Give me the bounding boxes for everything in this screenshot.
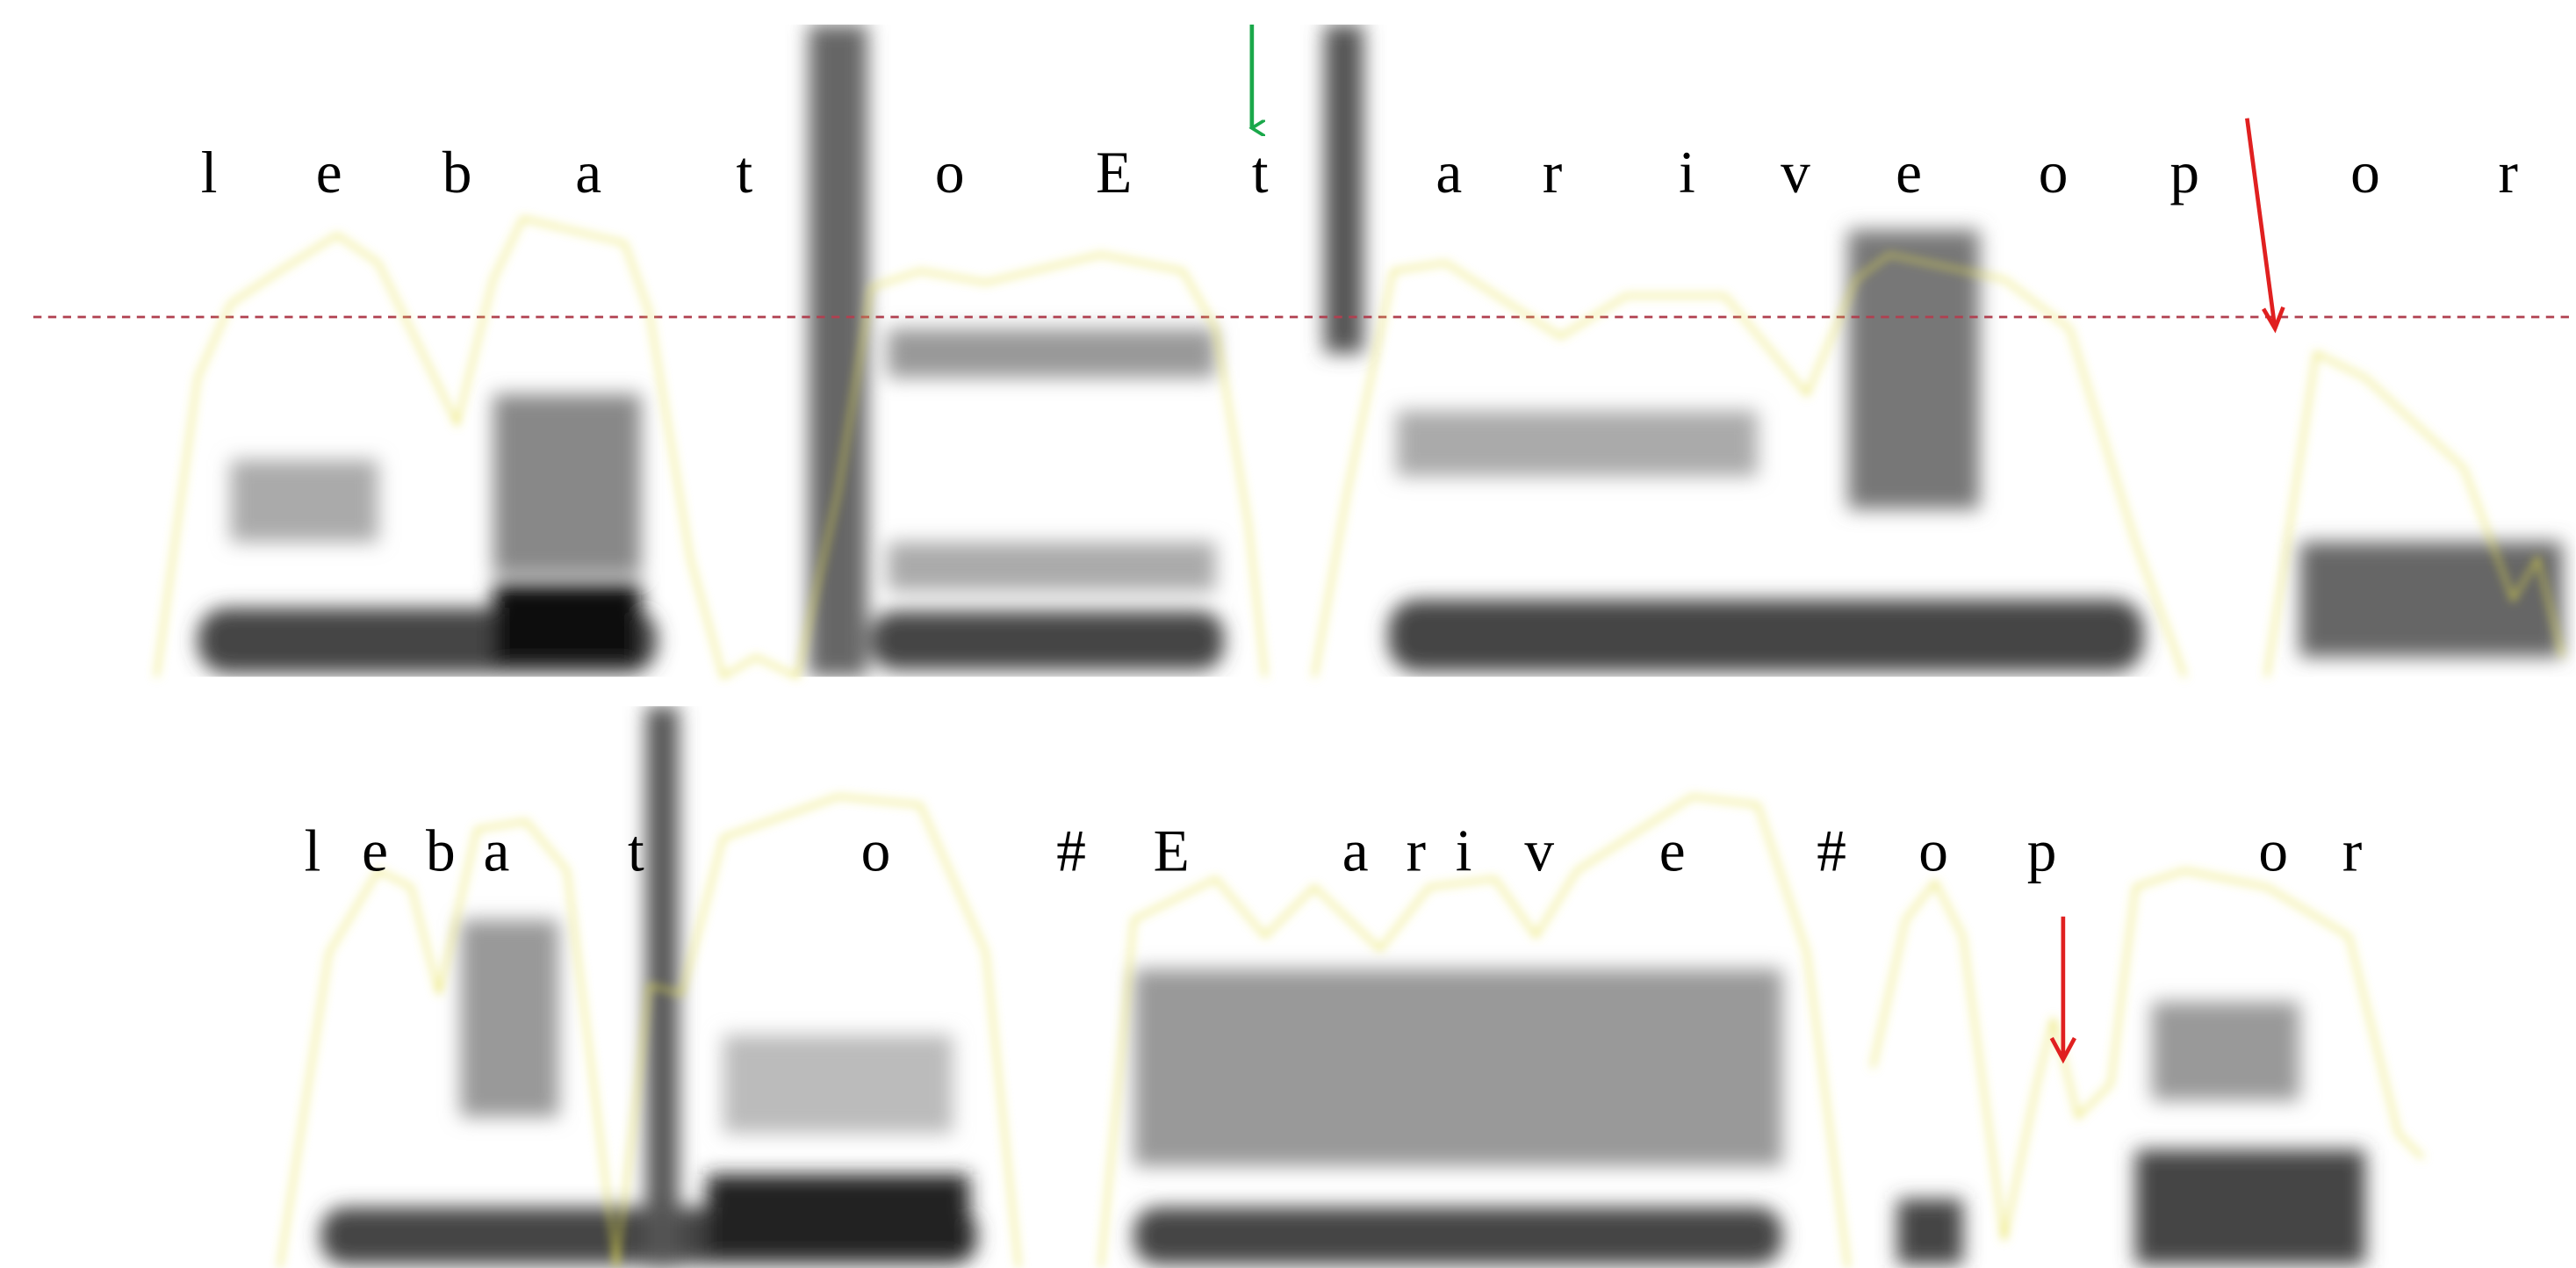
- phone-label: p: [2169, 140, 2199, 205]
- phone-label: o: [935, 140, 965, 205]
- phone-label: a: [1436, 140, 1462, 205]
- phone-label: #: [1056, 818, 1086, 883]
- phone-label: r: [1543, 140, 1562, 205]
- phone-label: e: [1896, 140, 1922, 205]
- spectrogram-figure: lebatoEtariveoporlebato#Earive#opor: [0, 0, 2576, 1268]
- phone-label: a: [1342, 818, 1369, 883]
- phone-label: o: [1918, 818, 1948, 883]
- phone-label: E: [1154, 818, 1190, 883]
- phone-label: a: [575, 140, 601, 205]
- phone-label: p: [2027, 818, 2057, 883]
- phone-label: t: [737, 140, 753, 205]
- phone-label: t: [1252, 140, 1269, 205]
- phone-label: r: [2499, 140, 2518, 205]
- phone-label: r: [2342, 818, 2362, 883]
- red-arrow: [2247, 119, 2275, 328]
- phone-label: E: [1096, 140, 1132, 205]
- phone-label: v: [1524, 818, 1554, 883]
- phone-label: e: [1659, 818, 1686, 883]
- phone-label: a: [483, 818, 509, 883]
- phone-label: o: [2258, 818, 2288, 883]
- phone-label: i: [1679, 140, 1695, 205]
- phone-label: b: [443, 140, 472, 205]
- phone-label: t: [628, 818, 644, 883]
- page: {"top_transcription": ["l", "e", "b", "a…: [0, 0, 2576, 1268]
- phone-label: l: [305, 818, 321, 883]
- phone-label: o: [861, 818, 891, 883]
- phone-label: #: [1817, 818, 1846, 883]
- phone-label: e: [316, 140, 342, 205]
- top-spectrogram: [198, 25, 2562, 677]
- phone-label: i: [1456, 818, 1472, 883]
- phone-label: e: [362, 818, 388, 883]
- phone-label: o: [2039, 140, 2069, 205]
- phone-label: v: [1781, 140, 1810, 205]
- phone-label: o: [2350, 140, 2380, 205]
- phone-label: l: [201, 140, 218, 205]
- phone-label: b: [426, 818, 456, 883]
- phone-label: r: [1407, 818, 1426, 883]
